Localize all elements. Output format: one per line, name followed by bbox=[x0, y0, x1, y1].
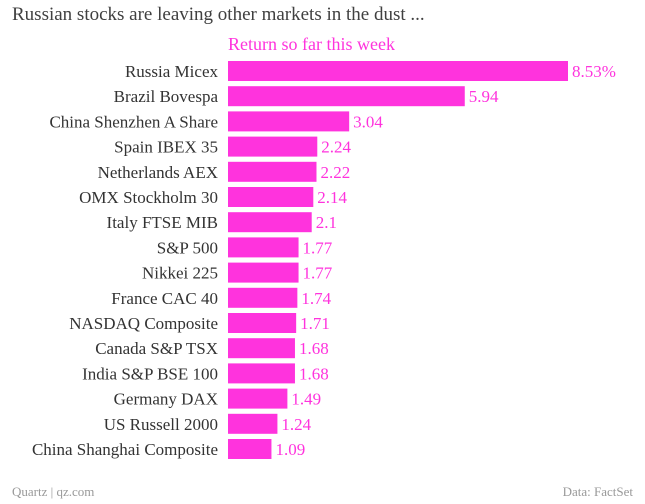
series-legend-label: Return so far this week bbox=[228, 34, 395, 54]
bar bbox=[228, 86, 465, 107]
category-label: Brazil Bovespa bbox=[114, 87, 219, 106]
category-label: Netherlands AEX bbox=[98, 163, 218, 182]
value-label: 1.09 bbox=[275, 440, 305, 459]
bar bbox=[228, 212, 312, 233]
bar bbox=[228, 187, 314, 207]
category-label: India S&P BSE 100 bbox=[82, 364, 218, 383]
category-label: Germany DAX bbox=[114, 390, 218, 409]
value-label: 1.71 bbox=[300, 314, 330, 333]
bars bbox=[228, 61, 568, 459]
category-label: China Shanghai Composite bbox=[32, 440, 218, 459]
bar bbox=[228, 111, 350, 132]
value-label: 2.24 bbox=[321, 138, 351, 157]
value-label: 8.53% bbox=[572, 62, 616, 81]
value-label: 1.68 bbox=[299, 364, 329, 383]
value-label: 1.77 bbox=[303, 238, 333, 257]
value-labels: 8.53% 5.94 3.042.24 2.22 2.14 2.1 1.77 1.77 1.74… bbox=[275, 62, 615, 459]
category-label: Nikkei 225 bbox=[142, 264, 218, 283]
category-label: US Russell 2000 bbox=[104, 415, 218, 434]
bar bbox=[228, 439, 272, 459]
category-label: Italy FTSE MIB bbox=[107, 213, 218, 232]
category-label: France CAC 40 bbox=[111, 289, 218, 308]
bar bbox=[228, 262, 299, 283]
category-label: Russia Micex bbox=[125, 62, 219, 81]
value-label: 1.49 bbox=[291, 390, 321, 409]
bar bbox=[228, 363, 295, 384]
bar bbox=[228, 413, 278, 434]
value-label: 2.22 bbox=[320, 163, 350, 182]
bar bbox=[228, 287, 298, 308]
category-label: S&P 500 bbox=[157, 238, 218, 257]
category-label: Spain IBEX 35 bbox=[114, 138, 218, 157]
bar bbox=[228, 338, 295, 359]
value-label: 1.24 bbox=[281, 415, 311, 434]
bar bbox=[228, 161, 317, 182]
bar bbox=[228, 388, 288, 409]
value-label: 2.1 bbox=[316, 213, 337, 232]
category-label: China Shenzhen A Share bbox=[49, 112, 218, 131]
value-label: 2.14 bbox=[317, 188, 347, 207]
value-label: 3.04 bbox=[353, 112, 383, 131]
value-label: 1.77 bbox=[303, 264, 333, 283]
chart-title: Russian stocks are leaving other markets… bbox=[12, 4, 425, 25]
value-label: 1.74 bbox=[301, 289, 331, 308]
category-label: NASDAQ Composite bbox=[69, 314, 218, 333]
bar bbox=[228, 61, 568, 81]
bar bbox=[228, 237, 299, 258]
bar bbox=[228, 136, 318, 157]
value-label: 5.94 bbox=[469, 87, 499, 106]
category-label: OMX Stockholm 30 bbox=[79, 188, 218, 207]
value-label: 1.68 bbox=[299, 339, 329, 358]
footer-data-credit: Data: FactSet bbox=[562, 484, 633, 499]
category-label: Canada S&P TSX bbox=[95, 339, 218, 358]
footer-source: Quartz | qz.com bbox=[12, 484, 95, 499]
category-labels: Russia Micex Brazil Bovespa China Shenzhen… bbox=[32, 62, 219, 459]
bar bbox=[228, 313, 297, 333]
